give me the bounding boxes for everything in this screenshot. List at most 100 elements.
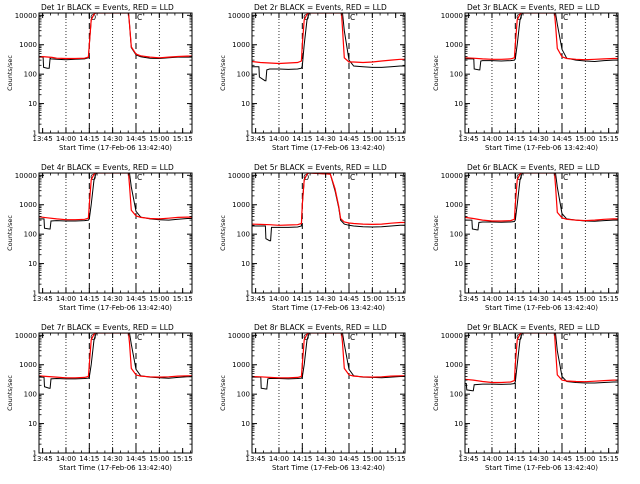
x-tick-label: 13:45 bbox=[246, 295, 266, 303]
panel-title: Det 5r BLACK = Events, RED = LLD bbox=[254, 163, 387, 172]
y-tick-label: 10 bbox=[28, 420, 37, 428]
x-tick-label: 13:45 bbox=[246, 455, 266, 463]
y-tick-label: 10000 bbox=[228, 12, 250, 20]
y-tick-label: 1000 bbox=[445, 41, 463, 49]
x-tick-label: 14:30 bbox=[316, 295, 336, 303]
series-events bbox=[39, 333, 192, 389]
y-tick-label: 1000 bbox=[445, 361, 463, 369]
x-tick-label: 15:15 bbox=[173, 135, 193, 143]
panel-title: Det 1r BLACK = Events, RED = LLD bbox=[41, 3, 174, 12]
x-tick-label: 15:15 bbox=[173, 455, 193, 463]
attenuator-marker: C bbox=[350, 333, 355, 342]
x-tick-label: 13:45 bbox=[246, 135, 266, 143]
y-tick-label: 10 bbox=[454, 260, 463, 268]
plot-frame bbox=[464, 12, 619, 134]
x-tick-label: 15:00 bbox=[362, 295, 382, 303]
attenuator-marker: C bbox=[350, 13, 355, 22]
y-axis-label: Counts/sec bbox=[6, 375, 14, 411]
y-tick-label: 10000 bbox=[15, 332, 37, 340]
y-axis-label: Counts/sec bbox=[432, 215, 440, 251]
x-tick-label: 14:30 bbox=[103, 455, 123, 463]
x-tick-label: 15:15 bbox=[386, 455, 406, 463]
y-tick-label: 10 bbox=[241, 100, 250, 108]
y-tick-label: 1000 bbox=[19, 41, 37, 49]
y-tick-label: 100 bbox=[24, 391, 37, 399]
y-axis-label: Counts/sec bbox=[219, 215, 227, 251]
series-events bbox=[252, 13, 405, 82]
x-tick-label: 14:30 bbox=[103, 135, 123, 143]
y-tick-label: 10000 bbox=[441, 172, 463, 180]
x-tick-label: 14:15 bbox=[505, 295, 525, 303]
x-tick-label: 14:00 bbox=[56, 455, 76, 463]
plot-frame bbox=[38, 332, 193, 454]
x-axis-label: Start Time (17-Feb-06 13:42:40) bbox=[272, 304, 385, 312]
panel-title: Det 6r BLACK = Events, RED = LLD bbox=[467, 163, 600, 172]
x-tick-label: 14:30 bbox=[529, 135, 549, 143]
attenuator-marker: C bbox=[563, 173, 568, 182]
x-tick-label: 14:45 bbox=[552, 135, 572, 143]
y-tick-label: 1 bbox=[459, 290, 463, 298]
y-tick-label: 10 bbox=[454, 100, 463, 108]
x-tick-label: 15:00 bbox=[149, 455, 169, 463]
x-tick-label: 14:30 bbox=[103, 295, 123, 303]
series-events bbox=[465, 13, 618, 71]
attenuator-marker: O bbox=[90, 173, 96, 182]
y-tick-label: 10 bbox=[241, 420, 250, 428]
x-tick-label: 15:00 bbox=[149, 135, 169, 143]
x-tick-label: 15:15 bbox=[599, 135, 619, 143]
y-tick-label: 10000 bbox=[441, 332, 463, 340]
plot-frame bbox=[38, 172, 193, 294]
series-lld bbox=[465, 173, 618, 222]
plot-frame bbox=[251, 332, 406, 454]
x-tick-label: 14:15 bbox=[292, 455, 312, 463]
x-tick-label: 15:00 bbox=[575, 295, 595, 303]
attenuator-marker: C bbox=[350, 173, 355, 182]
x-tick-label: 13:45 bbox=[459, 455, 479, 463]
x-tick-label: 15:15 bbox=[386, 135, 406, 143]
y-tick-label: 1000 bbox=[232, 361, 250, 369]
x-axis-label: Start Time (17-Feb-06 13:42:40) bbox=[59, 144, 172, 152]
y-axis-label: Counts/sec bbox=[432, 375, 440, 411]
plot-frame bbox=[464, 172, 619, 294]
y-tick-label: 10000 bbox=[15, 12, 37, 20]
attenuator-marker: C bbox=[563, 13, 568, 22]
y-tick-label: 100 bbox=[24, 71, 37, 79]
series-lld bbox=[252, 173, 405, 226]
y-tick-label: 1000 bbox=[232, 201, 250, 209]
x-axis-label: Start Time (17-Feb-06 13:42:40) bbox=[59, 464, 172, 472]
x-tick-label: 14:30 bbox=[529, 295, 549, 303]
attenuator-marker: O bbox=[516, 333, 522, 342]
series-events bbox=[465, 333, 618, 392]
y-tick-label: 10000 bbox=[15, 172, 37, 180]
attenuator-marker: O bbox=[90, 333, 96, 342]
attenuator-marker: O bbox=[516, 173, 522, 182]
panel-title: Det 4r BLACK = Events, RED = LLD bbox=[41, 163, 174, 172]
x-tick-label: 15:00 bbox=[362, 455, 382, 463]
y-tick-label: 1 bbox=[33, 290, 37, 298]
x-tick-label: 14:00 bbox=[56, 135, 76, 143]
x-tick-label: 14:00 bbox=[269, 455, 289, 463]
x-axis-label: Start Time (17-Feb-06 13:42:40) bbox=[272, 464, 385, 472]
y-tick-label: 10 bbox=[241, 260, 250, 268]
series-lld bbox=[465, 333, 618, 384]
y-axis-label: Counts/sec bbox=[6, 55, 14, 91]
series-lld bbox=[252, 333, 405, 379]
x-tick-label: 14:30 bbox=[316, 455, 336, 463]
panel-title: Det 9r BLACK = Events, RED = LLD bbox=[467, 323, 600, 332]
attenuator-marker: C bbox=[137, 173, 142, 182]
x-tick-label: 13:45 bbox=[33, 455, 53, 463]
x-axis-label: Start Time (17-Feb-06 13:42:40) bbox=[485, 304, 598, 312]
y-tick-label: 1000 bbox=[19, 201, 37, 209]
x-tick-label: 14:45 bbox=[339, 455, 359, 463]
y-tick-label: 1000 bbox=[445, 201, 463, 209]
x-tick-label: 14:30 bbox=[529, 455, 549, 463]
panel-title: Det 7r BLACK = Events, RED = LLD bbox=[41, 323, 174, 332]
x-tick-label: 15:00 bbox=[149, 295, 169, 303]
x-tick-label: 14:45 bbox=[552, 295, 572, 303]
